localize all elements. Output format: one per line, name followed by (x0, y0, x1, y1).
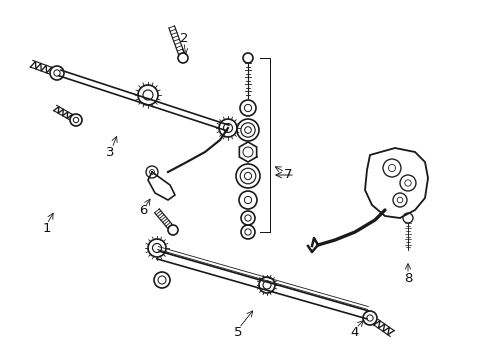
Text: 3: 3 (106, 145, 114, 158)
Text: 1: 1 (43, 221, 51, 234)
Text: 7: 7 (284, 168, 292, 181)
Text: 4: 4 (351, 325, 359, 338)
Text: 6: 6 (139, 203, 147, 216)
Text: 8: 8 (404, 271, 412, 284)
Text: 5: 5 (234, 325, 242, 338)
Text: 2: 2 (180, 31, 188, 45)
